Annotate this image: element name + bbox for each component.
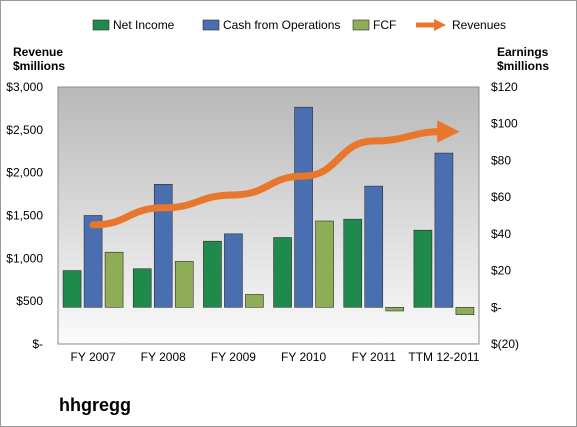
legend-swatch bbox=[352, 19, 370, 31]
left-tick-label: $2,500 bbox=[6, 123, 43, 137]
right-axis-title: Earnings $millions bbox=[497, 45, 549, 73]
left-tick-label: $1,500 bbox=[6, 209, 43, 223]
bar-net-income bbox=[203, 240, 222, 308]
x-tick-label: FY 2010 bbox=[281, 350, 326, 364]
bar-cash-from-operations bbox=[434, 152, 454, 308]
x-tick-label: TTM 12-2011 bbox=[408, 350, 479, 364]
right-tick-label: $60 bbox=[491, 190, 511, 204]
right-tick-label: $(20) bbox=[491, 337, 519, 351]
bar-cash-from-operations bbox=[153, 183, 173, 308]
company-name: hhgregg bbox=[59, 395, 131, 415]
legend-swatch bbox=[202, 19, 220, 31]
x-tick-label: FY 2009 bbox=[211, 350, 256, 364]
legend-label: Cash from Operations bbox=[223, 18, 340, 32]
bar-fcf bbox=[455, 306, 475, 315]
legend-swatch bbox=[92, 19, 110, 31]
x-tick-label: FY 2007 bbox=[71, 350, 116, 364]
left-axis-title: Revenue $millions bbox=[13, 45, 65, 73]
left-axis-title-line1: Revenue bbox=[13, 45, 64, 59]
bar-net-income bbox=[413, 229, 433, 308]
left-tick-label: $2,000 bbox=[6, 166, 43, 180]
bar-fcf bbox=[385, 306, 405, 312]
right-axis-title-line2: $millions bbox=[497, 59, 550, 73]
revenues-line bbox=[89, 120, 460, 229]
legend-swatch-arrowhead bbox=[434, 19, 446, 31]
right-tick-label: $- bbox=[491, 300, 502, 314]
right-tick-label: $80 bbox=[491, 153, 511, 167]
x-tick-label: FY 2008 bbox=[141, 350, 186, 364]
legend-label: Net Income bbox=[113, 18, 175, 32]
left-axis-title-line2: $millions bbox=[13, 59, 66, 73]
right-tick-label: $120 bbox=[491, 80, 518, 94]
bar-fcf bbox=[104, 251, 124, 308]
left-tick-label: $- bbox=[32, 337, 43, 351]
bar-net-income bbox=[62, 270, 82, 308]
bar-cash-from-operations bbox=[294, 106, 313, 308]
bar-net-income bbox=[343, 218, 363, 308]
x-tick-label: FY 2011 bbox=[352, 350, 397, 364]
bar-net-income bbox=[273, 237, 292, 308]
left-tick-label: $1,000 bbox=[6, 251, 43, 265]
left-tick-label: $3,000 bbox=[6, 80, 43, 94]
bar-fcf bbox=[245, 294, 264, 308]
right-tick-label: $40 bbox=[491, 227, 511, 241]
bar-cash-from-operations bbox=[83, 215, 103, 308]
right-axis-title-line1: Earnings bbox=[497, 45, 549, 59]
bar-fcf bbox=[174, 261, 194, 308]
bar-net-income bbox=[132, 268, 152, 308]
right-tick-label: $100 bbox=[491, 117, 518, 131]
left-tick-label: $500 bbox=[16, 294, 43, 308]
right-tick-label: $20 bbox=[491, 264, 511, 278]
bar-cash-from-operations bbox=[364, 185, 384, 308]
bar-cash-from-operations bbox=[224, 233, 243, 308]
legend-label: Revenues bbox=[452, 18, 506, 32]
bar-fcf bbox=[315, 220, 334, 308]
legend-label: FCF bbox=[373, 18, 396, 32]
